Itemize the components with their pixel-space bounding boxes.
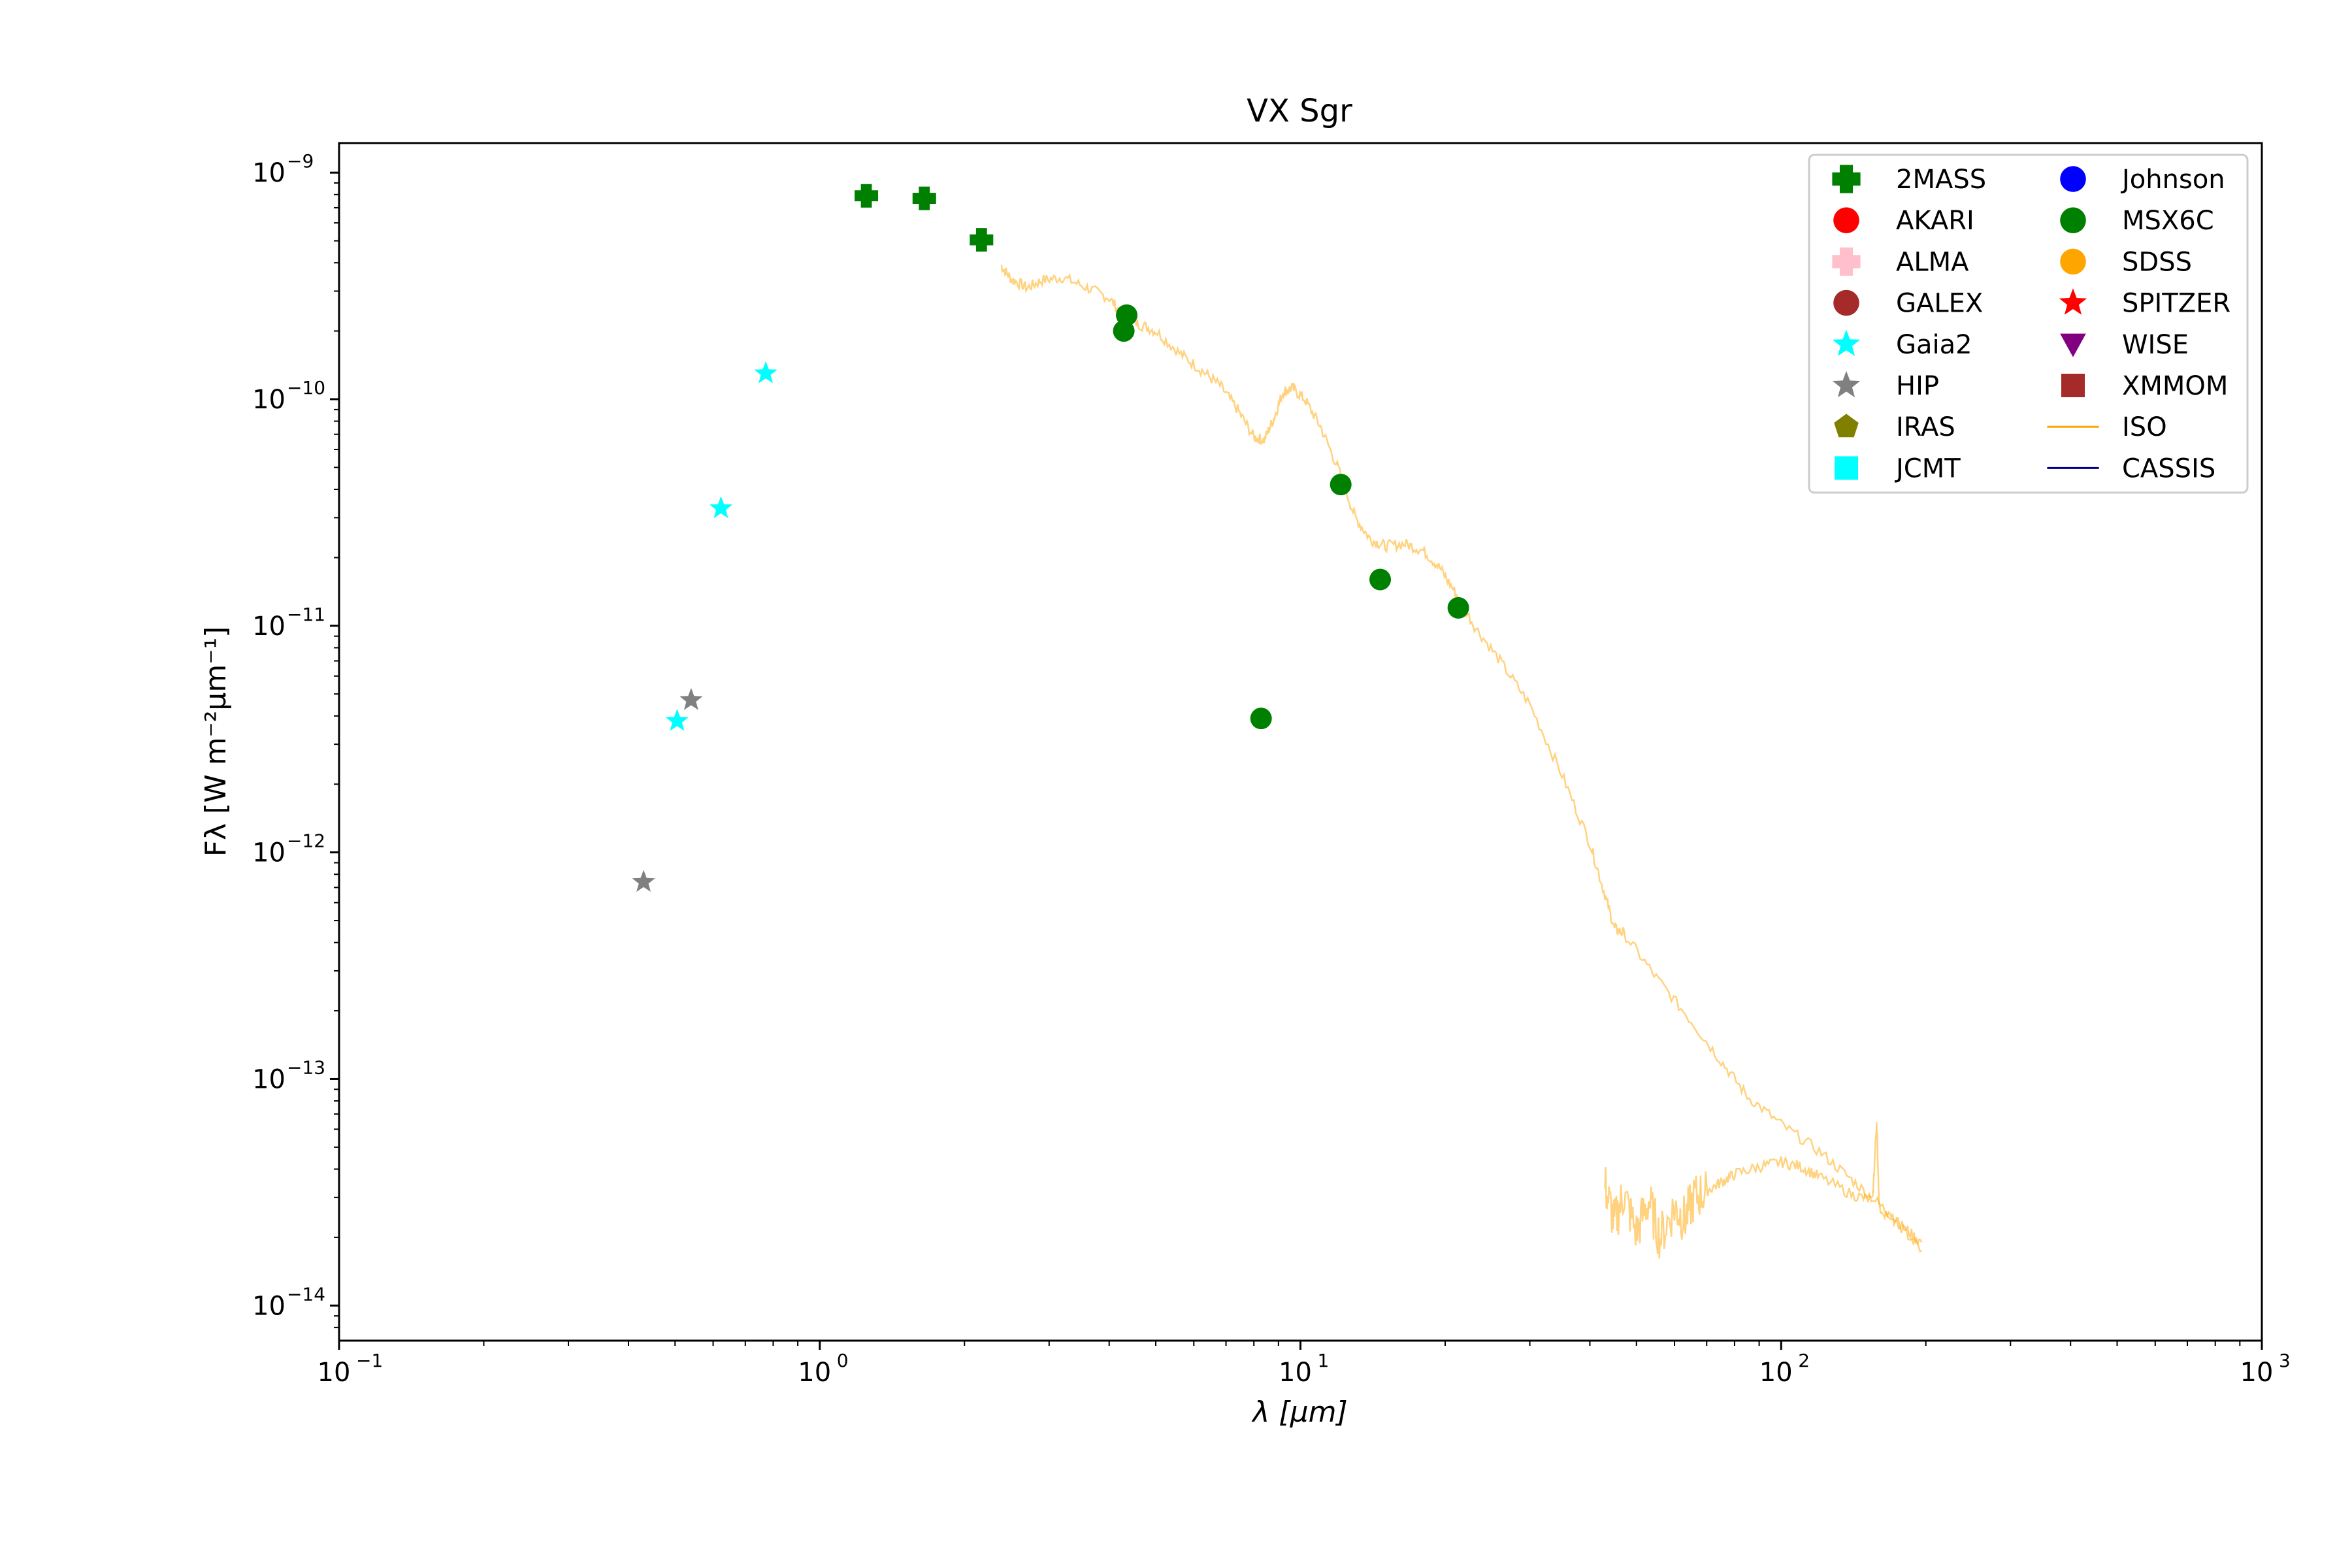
legend-marker-alma: [1832, 247, 1861, 276]
legend-marker-xmmom: [2061, 374, 2085, 397]
legend-marker-jcmt: [1835, 456, 1858, 480]
hip-point-2: [679, 688, 703, 710]
legend-label-wise: WISE: [2122, 330, 2189, 360]
x-tick-exponent: 3: [2279, 1350, 2291, 1371]
y-tick-label: 10: [252, 385, 286, 415]
x-tick-exponent: 0: [837, 1350, 849, 1371]
legend-label-xmmom: XMMOM: [2122, 371, 2228, 401]
y-tick-exponent: −9: [287, 150, 314, 172]
msx6c-point-4: [1330, 474, 1352, 496]
y-tick-label: 10: [252, 1064, 286, 1094]
chart-title: VX Sgr: [1247, 93, 1352, 129]
2mass-point-1: [855, 184, 879, 208]
plot-area: [632, 184, 1923, 1259]
y-tick-label: 10: [252, 612, 286, 642]
x-tick-label: 10: [798, 1358, 831, 1388]
y-tick-label: 10: [252, 838, 286, 868]
legend-marker-iras: [1834, 414, 1859, 438]
legend-marker-akari: [1833, 207, 1859, 234]
legend-label-johnson: Johnson: [2120, 165, 2225, 195]
legend-marker-galex: [1833, 289, 1859, 316]
msx6c-point-6: [1447, 596, 1469, 619]
iso-spectrum-line-1: [1000, 264, 1923, 1247]
legend-label-2mass: 2MASS: [1896, 165, 1986, 195]
legend-label-iso: ISO: [2122, 412, 2167, 442]
legend-marker-gaia2: [1832, 329, 1861, 356]
2mass-point-2: [912, 186, 936, 210]
legend-marker-spitzer: [2059, 288, 2087, 315]
y-tick-exponent: −10: [287, 377, 325, 399]
y-axis-label: Fλ [W m⁻²μm⁻¹]: [199, 627, 233, 857]
y-tick-exponent: −12: [287, 830, 325, 852]
gaia2-point-3: [754, 361, 777, 384]
y-tick-label: 10: [252, 158, 286, 188]
legend-label-cassis: CASSIS: [2122, 453, 2215, 483]
msx6c-point-3: [1250, 708, 1272, 730]
y-tick-exponent: −11: [287, 604, 325, 625]
legend-marker-hip: [1832, 370, 1861, 398]
gaia2-point-2: [709, 496, 733, 519]
msx6c-point-5: [1369, 568, 1392, 591]
x-tick-label: 10: [1759, 1358, 1793, 1388]
legend-label-alma: ALMA: [1896, 247, 1969, 277]
x-tick-label: 10: [2240, 1358, 2274, 1388]
legend-marker-msx6c: [2060, 207, 2086, 234]
legend-label-msx6c: MSX6C: [2122, 206, 2214, 236]
legend-marker-wise: [2060, 333, 2086, 357]
legend-box: [1808, 154, 2249, 494]
y-tick-exponent: −13: [287, 1056, 325, 1078]
x-tick-label: 10: [318, 1358, 351, 1388]
x-tick-exponent: 2: [1798, 1350, 1810, 1371]
x-tick-exponent: −1: [356, 1350, 383, 1371]
x-tick-label: 10: [1279, 1358, 1312, 1388]
legend-label-spitzer: SPITZER: [2122, 289, 2230, 319]
y-tick-exponent: −14: [287, 1283, 325, 1305]
iso-spectrum-line-2: [1604, 1122, 1922, 1259]
legend-label-gaia2: Gaia2: [1896, 330, 1972, 360]
legend-label-hip: HIP: [1896, 371, 1939, 401]
legend: 2MASS AKARI ALMA GALEX Gaia2 HIP IRAS JCMT Johns…: [1808, 154, 2249, 494]
legend-marker-sdss: [2060, 248, 2086, 275]
legend-label-iras: IRAS: [1896, 412, 1955, 442]
x-tick-exponent: 1: [1318, 1350, 1330, 1371]
legend-label-sdss: SDSS: [2122, 247, 2192, 277]
legend-label-akari: AKARI: [1896, 206, 1974, 236]
hip-point-1: [632, 870, 655, 892]
legend-marker-2mass: [1832, 165, 1861, 193]
gaia2-point-1: [665, 709, 689, 731]
x-axis-label: λ [μm]: [1251, 1396, 1347, 1429]
legend-label-galex: GALEX: [1896, 289, 1983, 319]
legend-label-jcmt: JCMT: [1894, 453, 1961, 483]
x-axis: 10 −1 10 0 10 1 10 2 10 3: [318, 1341, 2291, 1388]
y-tick-label: 10: [252, 1291, 286, 1321]
legend-marker-johnson: [2060, 166, 2086, 192]
msx6c-point-2: [1116, 304, 1138, 326]
2mass-point-3: [970, 228, 994, 252]
